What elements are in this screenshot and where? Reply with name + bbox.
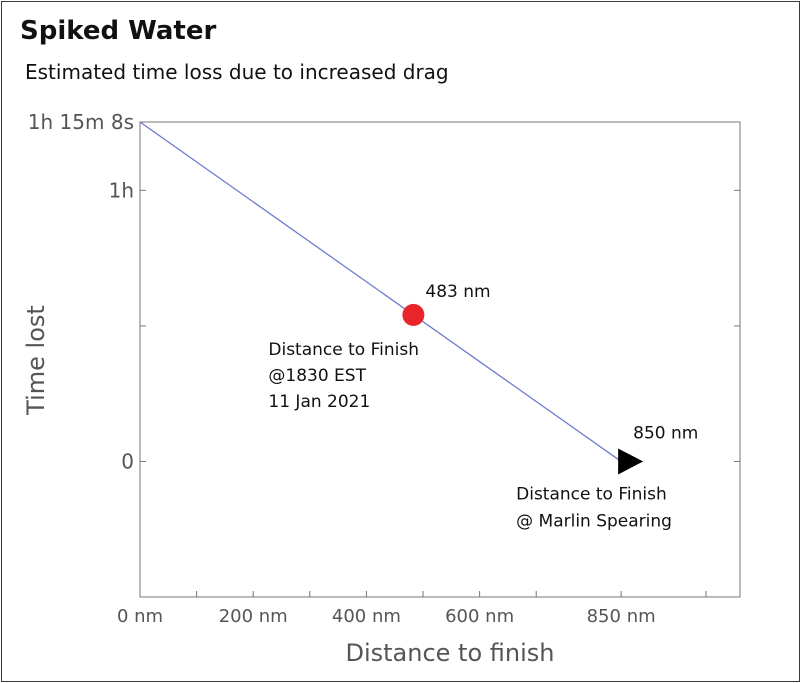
point-note-line: @ Marlin Spearing xyxy=(516,511,672,531)
point-note-line: Distance to Finish xyxy=(516,484,667,504)
point-marker-circle xyxy=(402,303,425,326)
chart-subtitle: Estimated time loss due to increased dra… xyxy=(25,60,449,84)
points-layer: 483 nm Distance to Finish @1830 EST 11 Jan … xyxy=(268,282,698,532)
y-axis: 0 1h 1h 15m 8s xyxy=(28,110,740,473)
point-note-line: Distance to Finish xyxy=(268,340,419,360)
chart-title: Spiked Water xyxy=(20,16,217,46)
x-tick-label: 400 nm xyxy=(332,606,401,627)
y-tick-label: 1h 15m 8s xyxy=(28,110,134,134)
point-note-line: @1830 EST xyxy=(268,366,366,386)
y-tick-label: 1h xyxy=(109,178,134,202)
point-note-line: 11 Jan 2021 xyxy=(268,392,370,412)
y-axis-label: Time lost xyxy=(22,305,50,416)
point-marker-triangle xyxy=(618,448,644,475)
x-tick-label: 600 nm xyxy=(445,606,514,627)
series-layer xyxy=(139,121,622,462)
y-tick-label: 0 xyxy=(121,449,134,473)
x-tick-label: 850 nm xyxy=(587,606,656,627)
x-axis-label: Distance to finish xyxy=(345,639,554,667)
point-label: 850 nm xyxy=(633,423,698,443)
point-label: 483 nm xyxy=(425,282,490,302)
plot-area xyxy=(139,121,741,598)
series-line xyxy=(139,121,622,462)
x-tick-label: 0 nm xyxy=(117,606,163,627)
x-axis: 0 nm 200 nm 400 nm 600 nm 850 nm xyxy=(117,591,707,627)
x-tick-label: 200 nm xyxy=(219,606,288,627)
